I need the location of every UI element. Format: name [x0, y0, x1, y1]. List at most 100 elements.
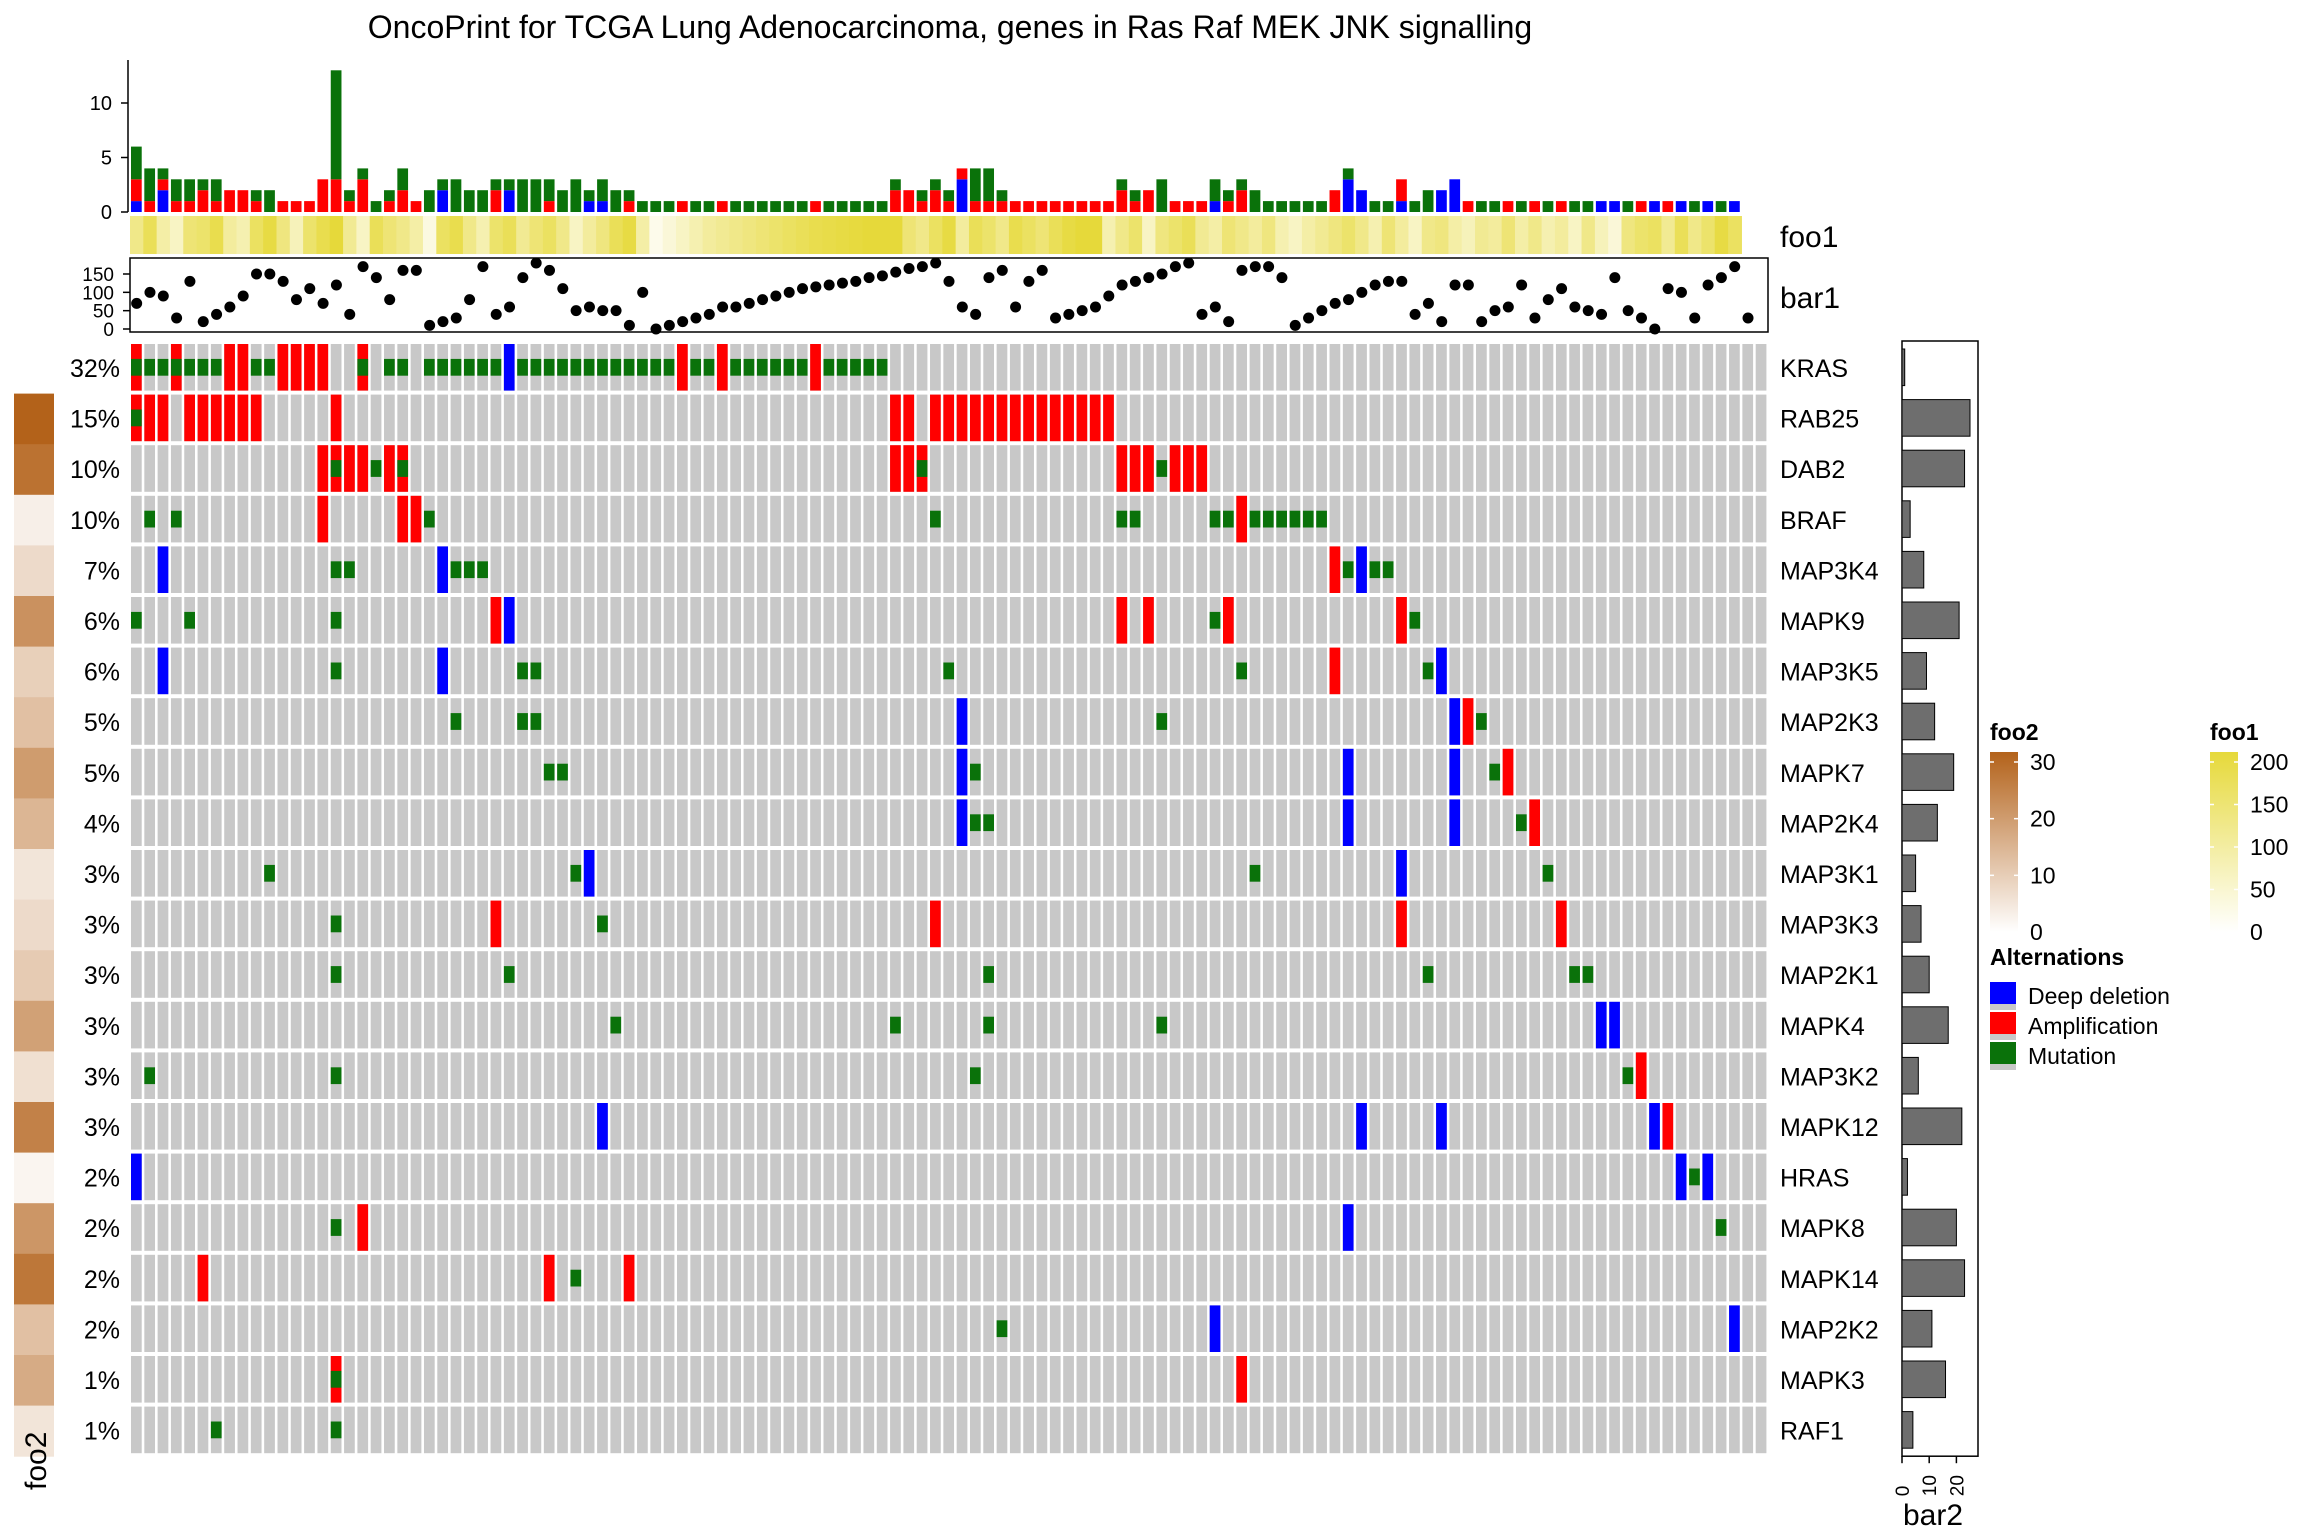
- matrix-cell: [796, 951, 808, 998]
- matrix-cell: [1702, 394, 1714, 442]
- matrix-cell: [423, 1103, 435, 1150]
- matrix-cell: [770, 597, 781, 644]
- matrix-cell: [716, 1356, 728, 1403]
- top-bar-segment: [490, 190, 502, 212]
- matrix-cell: [237, 1001, 249, 1049]
- matrix-cell: [1036, 1001, 1048, 1049]
- matrix-cell: [716, 1406, 728, 1454]
- matrix-cell: [730, 1204, 741, 1251]
- matrix-cell: [597, 597, 608, 644]
- matrix-cell: [1076, 951, 1088, 998]
- matrix-cell: [277, 394, 289, 442]
- bar1-point: [251, 268, 263, 280]
- matrix-cell: [1036, 1254, 1048, 1302]
- top-bar-segment: [756, 201, 768, 212]
- matrix-cell: [1236, 1052, 1248, 1099]
- matrix-cell: [1396, 1103, 1407, 1150]
- top-bar-segment: [357, 168, 369, 180]
- matrix-cell: [157, 1305, 169, 1352]
- top-bar-segment: [863, 201, 875, 212]
- matrix-cell: [1462, 647, 1474, 695]
- matrix-cell: [1422, 698, 1434, 745]
- matrix-cell: [290, 850, 302, 897]
- matrix-cell: [1569, 597, 1580, 644]
- matrix-cell: [1183, 597, 1194, 644]
- matrix-cell: [1502, 344, 1514, 391]
- matrix-cell: [517, 1052, 528, 1099]
- matrix-cell: [1595, 1356, 1607, 1403]
- top-bar-segment: [344, 201, 355, 212]
- matrix-cell: [1689, 647, 1700, 695]
- bar1-point: [943, 275, 955, 287]
- bar1-point: [1183, 257, 1195, 269]
- matrix-cell: [1436, 1406, 1447, 1454]
- matrix-cell: [1049, 1305, 1061, 1352]
- matrix-cell: [1489, 1001, 1501, 1049]
- foo2-cell: [14, 1152, 54, 1204]
- foo1-cell: [1541, 216, 1556, 254]
- matrix-cell: [623, 1305, 635, 1352]
- matrix-cell: [810, 394, 821, 442]
- foo2-cell: [14, 1304, 54, 1356]
- matrix-cell: [583, 1204, 595, 1251]
- matrix-cell: [890, 850, 901, 897]
- top-bar-segment: [397, 190, 409, 212]
- foo1-cell: [356, 216, 371, 254]
- matrix-cell: [1329, 1305, 1341, 1352]
- matrix-cell: [743, 546, 755, 593]
- mutation-mark: [610, 1016, 622, 1034]
- matrix-cell: [1582, 394, 1594, 442]
- matrix-cell: [930, 1305, 941, 1352]
- foo1-cell: [1288, 216, 1303, 254]
- matrix-cell: [1342, 1103, 1354, 1150]
- foo1-heatmap-annotation: [130, 216, 1742, 254]
- matrix-cell: [503, 748, 515, 796]
- matrix-cell: [1502, 597, 1514, 644]
- matrix-cell: [1729, 647, 1740, 695]
- matrix-cell: [916, 1052, 928, 1099]
- matrix-cell: [690, 1305, 702, 1352]
- matrix-cell: [663, 850, 675, 897]
- matrix-cell: [1209, 546, 1221, 593]
- foo1-cell: [1594, 216, 1609, 254]
- bar1-point: [410, 264, 422, 276]
- matrix-cell: [1635, 951, 1647, 998]
- mutation-mark: [330, 1067, 342, 1085]
- matrix-cell: [969, 1406, 981, 1454]
- matrix-cell: [1649, 1305, 1660, 1352]
- bar1-point: [1436, 316, 1448, 328]
- matrix-cell: [157, 1153, 169, 1201]
- matrix-cell: [1569, 1103, 1580, 1150]
- matrix-cell: [1329, 698, 1341, 745]
- foo1-cell: [849, 216, 864, 254]
- matrix-cell: [1262, 1001, 1274, 1049]
- matrix-cell: [384, 698, 395, 745]
- matrix-cell: [1196, 951, 1208, 998]
- matrix-cell: [1529, 1153, 1541, 1201]
- amplification-mark: [1223, 597, 1234, 644]
- matrix-cell: [1742, 495, 1754, 543]
- amplification-mark: [1143, 445, 1154, 492]
- deep-deletion-mark: [1356, 546, 1367, 593]
- matrix-cell: [1382, 1153, 1394, 1201]
- matrix-cell: [756, 850, 768, 897]
- matrix-cell: [1729, 698, 1740, 745]
- matrix-cell: [890, 647, 901, 695]
- matrix-cell: [1302, 1254, 1314, 1302]
- matrix-cell: [1542, 1153, 1554, 1201]
- bar1-point: [1529, 312, 1541, 324]
- foo1-cell: [889, 216, 903, 254]
- matrix-cell: [1409, 1103, 1421, 1150]
- amplification-mark: [1116, 597, 1128, 644]
- matrix-cell: [1143, 748, 1154, 796]
- matrix-cell: [916, 1103, 928, 1150]
- matrix-cell: [1076, 1254, 1088, 1302]
- matrix-cell: [1369, 495, 1381, 543]
- matrix-cell: [1595, 597, 1607, 644]
- top-bar-segment: [1329, 190, 1341, 212]
- matrix-cell: [1529, 344, 1541, 391]
- matrix-cell: [1662, 1153, 1674, 1201]
- matrix-cell: [1302, 344, 1314, 391]
- matrix-cell: [304, 748, 315, 796]
- matrix-cell: [583, 900, 595, 948]
